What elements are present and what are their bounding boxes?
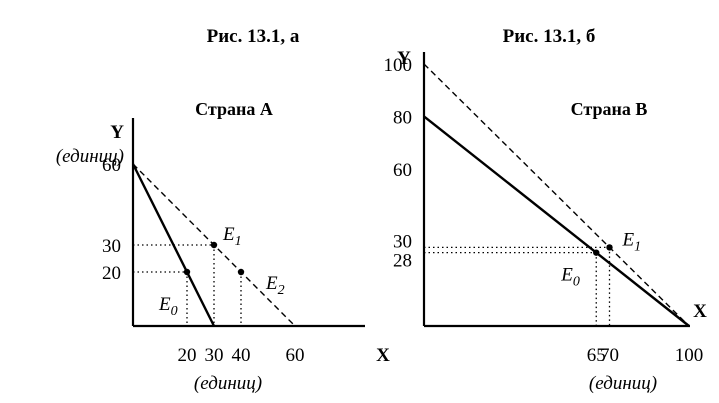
chart-a-label-e2-main: E xyxy=(265,273,278,294)
chart-b-label-e0-sub: 0 xyxy=(573,275,580,290)
chart-a-point-e0 xyxy=(183,268,191,276)
chart-b-x-unit: (единиц) xyxy=(589,373,657,394)
chart-a-point-e2 xyxy=(237,268,245,276)
chart-a-ytick-30: 30 xyxy=(102,236,121,257)
chart-b-label-e1-sub: 1 xyxy=(634,239,641,254)
chart-a-subtitle: Страна А xyxy=(195,99,273,119)
chart-a-x-label: X xyxy=(376,345,390,366)
chart-b-xtick-100: 100 xyxy=(675,345,704,366)
chart-b-y-label: Y xyxy=(397,48,411,69)
chart-b-label-e1: E1 xyxy=(622,229,642,254)
chart-a-x-unit: (единиц) xyxy=(194,373,262,394)
chart-b-subtitle: Страна В xyxy=(571,99,648,119)
chart-a-label-e2: E2 xyxy=(265,273,285,298)
chart-a-ytick-20: 20 xyxy=(102,263,121,284)
chart-a-label-e2-sub: 2 xyxy=(278,283,285,298)
chart-a-label-e0-sub: 0 xyxy=(171,304,178,319)
chart-b-point-e1 xyxy=(606,244,613,251)
chart-a-label-e0-main: E xyxy=(158,294,171,315)
chart-a-label-e0: E0 xyxy=(158,294,178,319)
chart-b-label-e1-main: E xyxy=(622,229,635,250)
chart-b: Рис. 13.1, б Страна В Y X (единиц) 100 8… xyxy=(384,26,708,394)
chart-b-ytick-60: 60 xyxy=(393,160,412,181)
chart-a-xtick-20: 20 xyxy=(178,345,197,366)
chart-a-point-e1 xyxy=(210,241,218,249)
chart-a-title: Рис. 13.1, а xyxy=(207,26,300,47)
chart-b-series-dashed xyxy=(423,63,690,327)
chart-a-xtick-40: 40 xyxy=(232,345,251,366)
chart-b-series-solid xyxy=(423,115,690,327)
chart-a-xtick-60: 60 xyxy=(286,345,305,366)
chart-b-label-e0: E0 xyxy=(560,265,580,290)
chart-b-xtick-65: 65 xyxy=(587,345,606,366)
chart-a-y-label: Y xyxy=(110,122,124,143)
chart-a-y-unit: (единиц) xyxy=(56,146,124,167)
chart-b-title: Рис. 13.1, б xyxy=(503,26,596,47)
chart-b-point-e0 xyxy=(593,249,600,256)
chart-b-xtick-70: 70 xyxy=(600,345,619,366)
chart-a: Рис. 13.1, а Страна А Y (единиц) X (един… xyxy=(56,26,390,394)
chart-b-ytick-30: 30 xyxy=(393,231,412,252)
chart-b-ytick-80: 80 xyxy=(393,107,412,128)
chart-b-ytick-28: 28 xyxy=(393,251,412,272)
chart-a-xtick-30: 30 xyxy=(205,345,224,366)
chart-b-x-label: X xyxy=(693,301,707,322)
chart-b-ytick-100: 100 xyxy=(384,55,413,76)
chart-a-label-e1-sub: 1 xyxy=(235,234,242,249)
chart-b-label-e0-main: E xyxy=(560,265,573,286)
chart-a-ytick-60: 60 xyxy=(102,155,121,176)
chart-a-label-e1-main: E xyxy=(222,224,235,245)
chart-a-label-e1: E1 xyxy=(222,224,242,249)
